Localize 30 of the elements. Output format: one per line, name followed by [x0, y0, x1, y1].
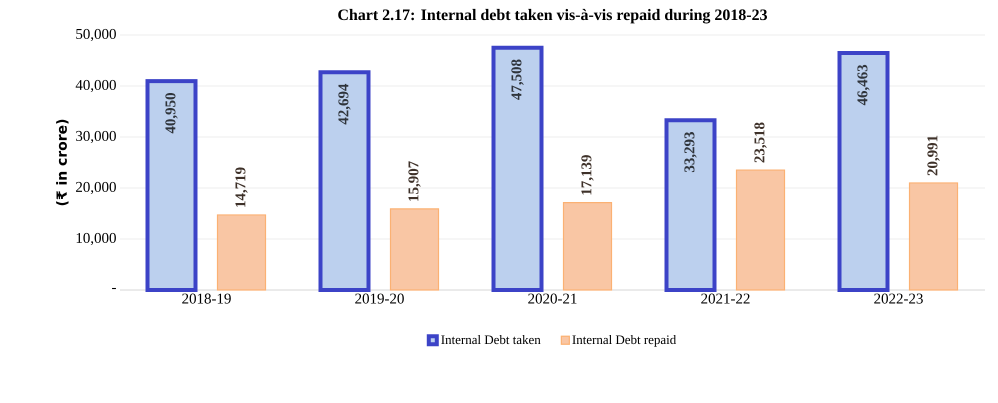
bar	[390, 208, 440, 291]
data-label: 20,991	[927, 136, 940, 176]
y-tick-label: 10,000	[76, 232, 116, 246]
data-label: 23,518	[754, 122, 767, 163]
data-label: 14,719	[235, 167, 248, 207]
legend-label: Internal Debt taken	[441, 334, 541, 344]
y-tick-label: 30,000	[76, 130, 116, 144]
x-tick-label: 2018-19	[182, 294, 231, 304]
data-label: 40,950	[165, 93, 178, 134]
x-tick-label: 2019-20	[355, 294, 404, 304]
y-tick-label: -	[112, 288, 116, 290]
y-axis-title: (₹ in crore)	[56, 120, 69, 206]
x-tick-label: 2022-23	[874, 294, 923, 304]
data-label: 47,508	[511, 60, 524, 100]
data-label: 15,907	[408, 161, 421, 201]
bar	[736, 169, 786, 291]
data-label: 42,694	[338, 84, 351, 124]
bar	[562, 202, 612, 291]
data-label: 33,293	[684, 132, 697, 172]
chart-title: Chart 2.17: Internal debt taken vis-à-vis repaid during 2018-23	[338, 8, 767, 24]
y-tick-label: 50,000	[76, 28, 116, 42]
x-tick-label: 2020-21	[528, 294, 577, 304]
y-tick-label: 40,000	[76, 80, 116, 92]
bar	[908, 182, 958, 291]
bar	[216, 214, 266, 291]
x-tick-label: 2021-22	[701, 294, 750, 304]
data-label: 17,139	[581, 155, 594, 194]
data-label: 46,463	[857, 64, 870, 106]
y-tick-label: 20,000	[76, 182, 116, 194]
legend-label: Internal Debt repaid	[572, 334, 676, 347]
